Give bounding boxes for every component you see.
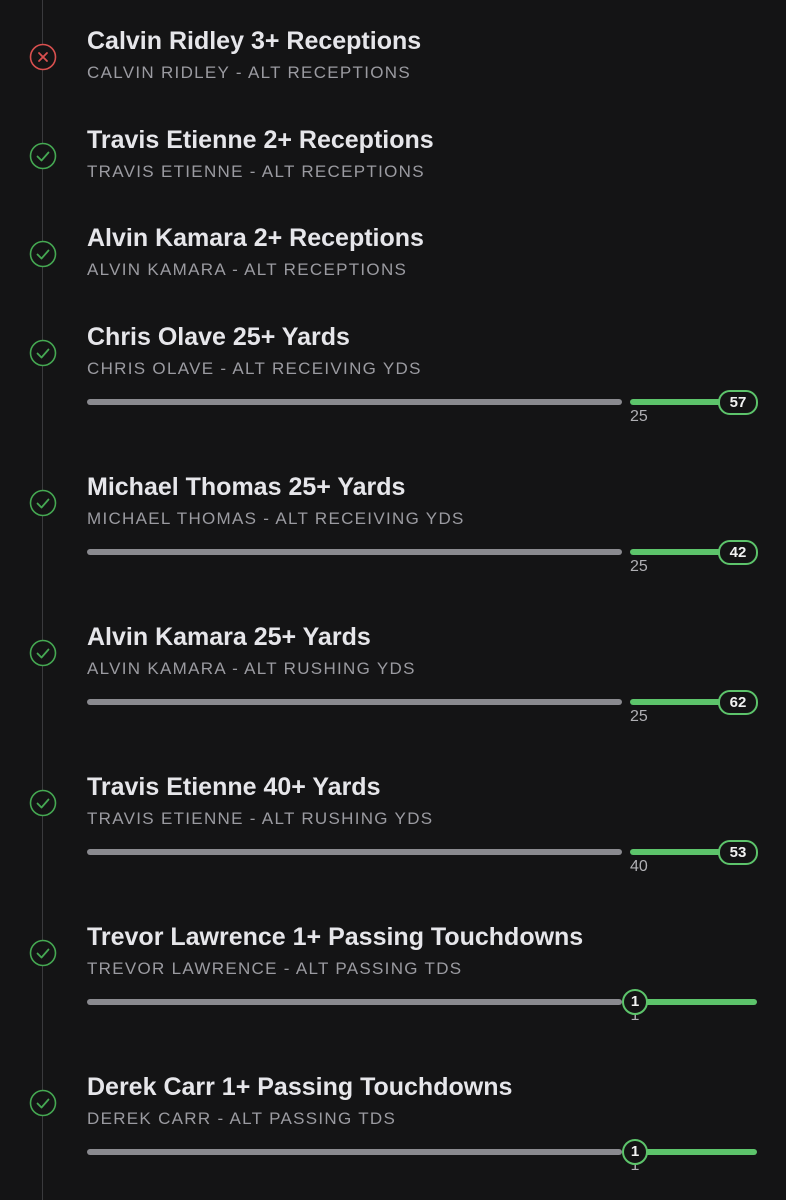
progress-track <box>87 848 622 855</box>
threshold-label: 1 <box>630 1006 640 1024</box>
leg-subtitle: DEREK CARR - ALT PASSING TDS <box>87 1108 397 1128</box>
won-icon <box>29 1089 57 1116</box>
progress-fill <box>630 398 730 405</box>
leg-title: Chris Olave 25+ Yards <box>87 322 350 351</box>
current-value: 1 <box>622 988 648 1015</box>
threshold-label: 25 <box>630 707 648 725</box>
leg-title: Alvin Kamara 25+ Yards <box>87 622 371 651</box>
leg-subtitle: MICHAEL THOMAS - ALT RECEIVING YDS <box>87 508 465 528</box>
leg-subtitle: ALVIN KAMARA - ALT RUSHING YDS <box>87 658 416 678</box>
leg-title: Calvin Ridley 3+ Receptions <box>87 27 422 55</box>
progress-track <box>87 698 622 705</box>
leg-subtitle: TREVOR LAWRENCE - ALT PASSING TDS <box>87 958 463 978</box>
leg-title: Derek Carr 1+ Passing Touchdowns <box>87 1072 513 1101</box>
won-icon <box>29 142 57 169</box>
threshold-label: 25 <box>630 557 648 575</box>
leg-title: Michael Thomas 25+ Yards <box>87 472 406 501</box>
won-icon <box>29 639 57 666</box>
won-icon <box>29 339 57 366</box>
threshold-label: 40 <box>630 857 648 875</box>
leg-subtitle: CALVIN RIDLEY - ALT RECEPTIONS <box>87 63 411 82</box>
progress-fill <box>640 998 757 1005</box>
leg-subtitle: ALVIN KAMARA - ALT RECEPTIONS <box>87 260 408 279</box>
leg-title: Travis Etienne 40+ Yards <box>87 772 381 801</box>
leg-subtitle: TRAVIS ETIENNE - ALT RECEPTIONS <box>87 161 425 181</box>
threshold-label: 1 <box>630 1156 640 1174</box>
threshold-label: 25 <box>630 407 648 425</box>
current-value: 1 <box>622 1138 648 1165</box>
won-icon <box>29 489 57 516</box>
progress-fill <box>640 1148 757 1155</box>
progress-fill <box>630 698 730 705</box>
timeline <box>42 0 43 1200</box>
won-icon <box>29 240 57 268</box>
current-value: 42 <box>718 539 758 565</box>
won-icon <box>29 789 57 816</box>
leg-title: Travis Etienne 2+ Receptions <box>87 125 434 154</box>
current-value: 62 <box>718 689 758 715</box>
leg-title: Alvin Kamara 2+ Receptions <box>87 224 424 252</box>
progress-track <box>87 1148 622 1155</box>
leg-subtitle: TRAVIS ETIENNE - ALT RUSHING YDS <box>87 808 434 828</box>
leg-title: Trevor Lawrence 1+ Passing Touchdowns <box>87 922 584 951</box>
leg-subtitle: CHRIS OLAVE - ALT RECEIVING YDS <box>87 358 422 378</box>
progress-track <box>87 548 622 555</box>
lost-icon <box>29 43 57 71</box>
progress-track <box>87 398 622 405</box>
progress-track <box>87 998 622 1005</box>
progress-fill <box>630 848 730 855</box>
won-icon <box>29 939 57 966</box>
current-value: 57 <box>718 389 758 415</box>
current-value: 53 <box>718 839 758 865</box>
progress-fill <box>630 548 730 555</box>
